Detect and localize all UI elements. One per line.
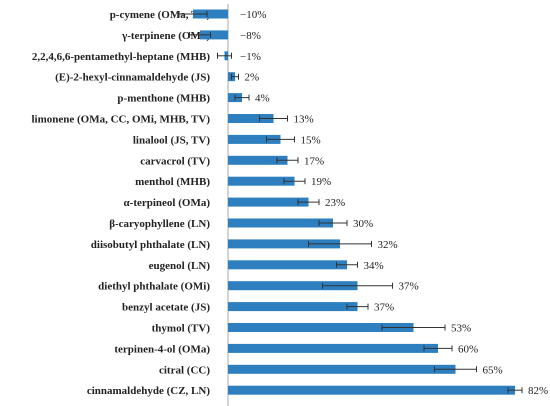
bar [228, 323, 414, 332]
bar [228, 343, 438, 353]
bar [228, 218, 333, 228]
data-label: 65% [483, 364, 503, 376]
category-label: limonene (OMa, CC, OMi, MHB, TV) [31, 114, 210, 126]
data-label: 34% [364, 260, 384, 272]
category-label: β-caryophyllene (LN) [109, 218, 210, 230]
data-label: 23% [325, 197, 345, 209]
category-label: 2,2,4,6,6-pentamethyl-heptane (MHB) [32, 51, 210, 63]
data-label: 19% [311, 176, 331, 188]
data-label: 13% [294, 114, 314, 126]
bar [228, 114, 274, 123]
category-label: citral (CC) [159, 364, 210, 376]
category-label: diethyl phthalate (OMi) [98, 281, 210, 293]
bar [228, 197, 309, 207]
data-label: 60% [458, 343, 478, 355]
bar [228, 302, 358, 312]
category-label: thymol (TV) [152, 323, 211, 335]
data-label: −1% [240, 51, 261, 63]
bar [228, 260, 347, 270]
category-label: eugenol (LN) [149, 260, 211, 272]
category-label: linalool (JS, TV) [133, 134, 210, 146]
data-label: −8% [240, 30, 261, 42]
bar [228, 134, 281, 144]
category-label: menthol (MHB) [135, 176, 210, 188]
data-label: 4% [255, 93, 270, 105]
category-label: carvacrol (TV) [140, 155, 210, 167]
bar [228, 385, 515, 395]
category-label: terpinen-4-ol (OMa) [114, 343, 210, 355]
data-label: 82% [528, 385, 548, 397]
bar [228, 364, 456, 374]
category-label: γ-terpinene (OMa) [121, 30, 210, 42]
data-label: 17% [304, 155, 324, 167]
data-label: 2% [245, 72, 260, 84]
category-label: cinnamaldehyde (CZ, LN) [87, 385, 210, 397]
bar [193, 9, 228, 19]
category-label: p-menthone (MHB) [117, 93, 210, 105]
data-label: 37% [399, 281, 419, 293]
bar [200, 30, 228, 40]
data-label: 15% [301, 134, 321, 146]
category-label: benzyl acetate (JS) [122, 302, 210, 314]
category-label: (E)-2-hexyl-cinnamaldehyde (JS) [55, 72, 210, 84]
bar [228, 155, 288, 165]
data-label: 30% [353, 218, 373, 230]
data-label: 37% [374, 302, 394, 314]
category-label: diisobutyl phthalate (LN) [91, 239, 211, 251]
data-label: −10% [240, 9, 266, 21]
data-label: 32% [378, 239, 398, 251]
category-label: p-cymene (OMa, TV) [110, 9, 211, 21]
bar [228, 176, 295, 186]
bar [228, 281, 358, 291]
data-label: 53% [451, 323, 471, 335]
bar [228, 239, 340, 249]
category-label: α-terpineol (OMa) [124, 197, 211, 209]
